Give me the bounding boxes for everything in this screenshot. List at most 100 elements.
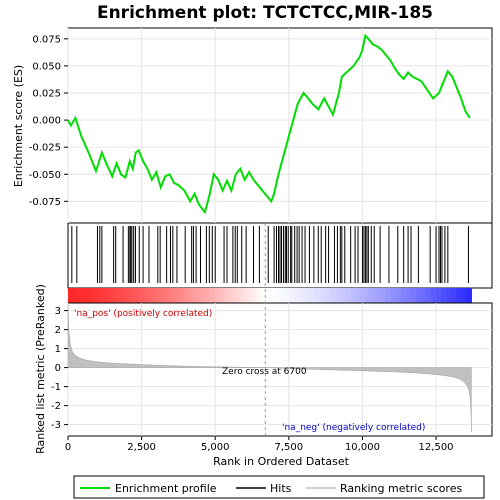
rank-bar-segment: [183, 288, 190, 303]
es-y-ticks: 0.075 0.050 0.025 0.000 -0.025 -0.050 -0.075: [29, 34, 68, 208]
rank-bar-segment: [229, 288, 235, 303]
rank-bar-segment: [279, 288, 286, 303]
rank-bar-segment: [98, 288, 104, 303]
rank-bar-segment: [405, 288, 412, 303]
rank-bar-segment: [315, 288, 321, 303]
rank-bar-segment: [395, 288, 402, 303]
rank-bar-segment: [355, 288, 362, 303]
rank-bar-segment: [168, 288, 175, 303]
rank-bar-segment: [163, 288, 170, 303]
metric-y-tick-label: -1: [51, 382, 61, 393]
rank-bar-segment: [385, 288, 392, 303]
es-y-tick-label: -0.050: [29, 170, 61, 181]
x-tick-label: 2,500: [127, 442, 156, 453]
rank-bar-segment: [78, 288, 84, 303]
rank-bar-segment: [461, 288, 467, 303]
metric-y-tick-label: -2: [51, 401, 61, 412]
rank-bar-segment: [426, 288, 432, 303]
legend-hits: Hits: [270, 482, 292, 495]
rank-bar-segment: [299, 288, 306, 303]
metric-y-tick-label: 0: [55, 363, 61, 374]
metric-y-tick-label: 1: [55, 344, 61, 355]
positive-correlation-label: 'na_pos' (positively correlated): [74, 309, 212, 319]
rank-bar-segment: [375, 288, 382, 303]
rank-bar-segment: [93, 288, 99, 303]
rank-bar-segment: [239, 288, 246, 303]
rank-bar-segment: [400, 288, 407, 303]
rank-bar-segment: [244, 288, 251, 303]
es-y-axis-label: Enrichment score (ES): [12, 65, 25, 187]
rank-bar-segment: [335, 288, 341, 303]
rank-bar-segment: [173, 288, 180, 303]
rank-bar-segment: [133, 288, 140, 303]
x-ticks: 0 2,500 5,000 7,500 10,000 12,500: [65, 436, 454, 453]
es-y-tick-label: 0.075: [32, 34, 61, 45]
chart-title: Enrichment plot: TCTCTCC,MIR-185: [97, 3, 433, 23]
es-y-tick-label: 0.050: [32, 61, 61, 72]
rank-bar-segment: [264, 288, 271, 303]
rank-bar-segment: [446, 288, 452, 303]
rank-bar-segment: [340, 288, 346, 303]
ranked-color-bar: [68, 288, 472, 303]
rank-bar-segment: [284, 288, 291, 303]
rank-bar-segment: [325, 288, 331, 303]
rank-bar-segment: [209, 288, 215, 303]
rank-bar-segment: [415, 288, 422, 303]
rank-bar-segment: [224, 288, 230, 303]
rank-bar-segment: [431, 288, 437, 303]
rank-bar-segment: [178, 288, 185, 303]
rank-bar-segment: [345, 288, 351, 303]
rank-bar-segment: [320, 288, 326, 303]
metric-y-tick-label: -3: [51, 420, 61, 431]
rank-bar-segment: [153, 288, 160, 303]
rank-bar-segment: [466, 288, 472, 303]
negative-correlation-label: 'na_neg' (negatively correlated): [282, 423, 425, 433]
rank-bar-segment: [214, 288, 220, 303]
rank-bar-segment: [436, 288, 442, 303]
metric-y-tick-label: 2: [55, 325, 61, 336]
rank-bar-segment: [274, 288, 281, 303]
rank-bar-segment: [360, 288, 367, 303]
x-tick-label: 10,000: [345, 442, 380, 453]
rank-bar-segment: [158, 288, 165, 303]
x-tick-label: 12,500: [419, 442, 454, 453]
rank-bar-segment: [410, 288, 417, 303]
x-axis-label: Rank in Ordered Dataset: [213, 455, 350, 468]
rank-bar-segment: [310, 288, 316, 303]
x-tick-label: 0: [65, 442, 71, 453]
es-y-tick-label: 0.000: [32, 116, 61, 127]
rank-bar-segment: [73, 288, 79, 303]
rank-bar-segment: [219, 288, 225, 303]
rank-bar-segment: [118, 288, 125, 303]
legend-box: [73, 475, 485, 499]
rank-bar-segment: [304, 288, 311, 303]
rank-bar-segment: [123, 288, 130, 303]
rank-bar-segment: [108, 288, 114, 303]
rank-bar-segment: [204, 288, 210, 303]
rank-bar-segment: [68, 288, 74, 303]
enrichment-profile-line: [67, 33, 471, 215]
rank-bar-segment: [451, 288, 457, 303]
es-grid: [67, 28, 492, 223]
hits-marks: [71, 226, 469, 283]
rank-bar-segment: [254, 288, 261, 303]
rank-bar-segment: [113, 288, 120, 303]
metric-y-tick-label: 3: [55, 306, 61, 317]
x-tick-label: 5,000: [201, 442, 230, 453]
es-y-tick-label: -0.025: [29, 143, 61, 154]
rank-bar-segment: [330, 288, 336, 303]
rank-bar-segment: [350, 288, 357, 303]
rank-bar-segment: [234, 288, 241, 303]
metric-y-ticks: 3 2 1 0 -1 -2 -3: [51, 306, 68, 431]
rank-bar-segment: [143, 288, 150, 303]
rank-bar-segment: [441, 288, 447, 303]
rank-bar-segment: [128, 288, 135, 303]
metric-y-axis-label: Ranked list metric (PreRanked): [34, 284, 47, 454]
rank-bar-segment: [380, 288, 387, 303]
rank-bar-segment: [103, 288, 109, 303]
rank-bar-segment: [294, 288, 301, 303]
zero-cross-label: Zero cross at 6700: [222, 367, 307, 377]
es-y-tick-label: -0.075: [29, 197, 61, 208]
